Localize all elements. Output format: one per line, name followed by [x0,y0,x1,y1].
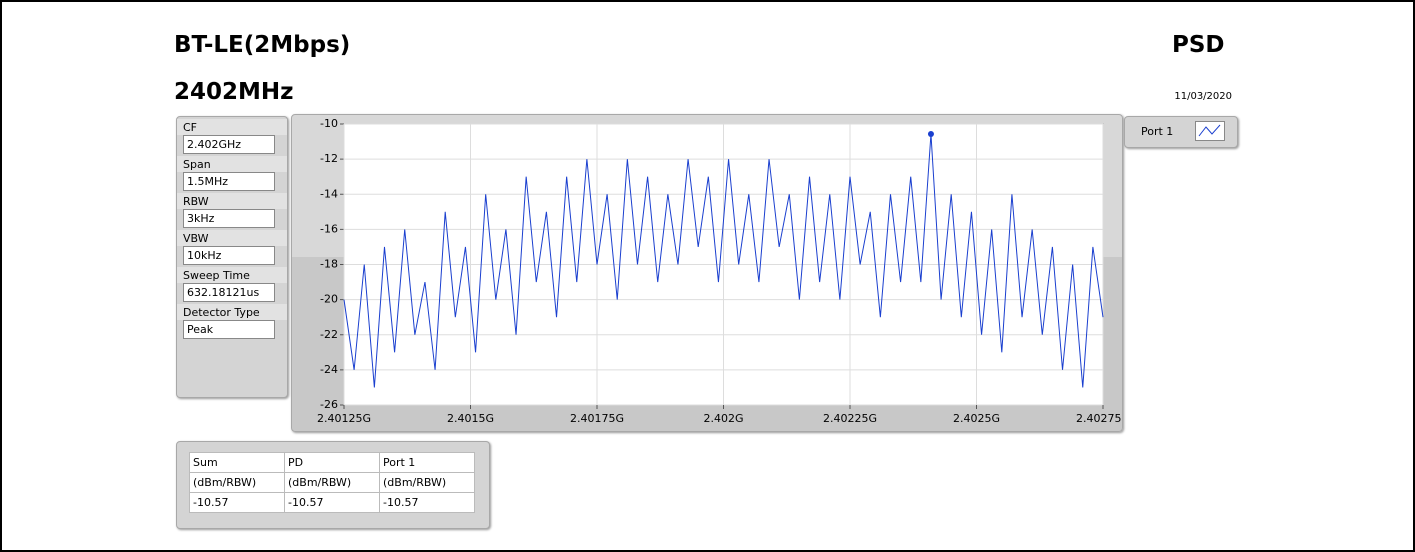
y-tick-label: -26 [320,398,338,411]
legend-icon [1195,121,1225,141]
table-cell: PD [284,452,380,473]
title: BT-LE(2Mbps) [174,32,351,58]
setting-value: 10kHz [183,246,275,265]
table-cell: -10.57 [379,492,475,513]
table-cell: (dBm/RBW) [379,472,475,493]
setting-label: Sweep Time [177,267,287,283]
table-cell: Sum [189,452,285,473]
x-tick-label: 2.40175G [570,412,624,425]
date: 11/03/2020 [1174,91,1232,102]
y-tick-label: -22 [320,328,338,341]
chart: -26 -24 -22 -20 -18 -16 -14 -12 -10 2.40125G 2.401… [317,117,1130,425]
chart-frame: -26 -24 -22 -20 -18 -16 -14 -12 -10 2.40125G 2.401… [291,114,1130,432]
x-tick-label: 2.4015G [447,412,494,425]
results-panel: Sum PD Port 1 (dBm/RBW) (dBm/RBW) (dBm/RBW) -1… [176,441,490,529]
x-tick-label: 2.40275G [1076,412,1122,425]
mode: PSD [1172,32,1225,58]
table-cell: -10.57 [189,492,285,513]
x-tick-label: 2.40125G [317,412,371,425]
y-tick-label: -14 [320,187,338,200]
table-row: Sum PD Port 1 [189,452,475,473]
y-tick-label: -12 [320,152,338,165]
peak-marker [927,131,934,138]
legend: Port 1 [1124,116,1238,148]
setting-label: Span [177,156,287,172]
x-tick-label: 2.4025G [953,412,1000,425]
settings-panel: CF 2.402GHz Span 1.5MHz RBW 3kHz VBW 10kHz Sweep… [176,116,288,398]
setting-value: Peak [183,320,275,339]
trace [343,133,1104,388]
subtitle: 2402MHz [174,79,294,105]
setting-label: Detector Type [177,304,287,320]
y-tick-label: -10 [320,117,338,130]
y-tick-label: -18 [320,258,338,271]
table-row: (dBm/RBW) (dBm/RBW) (dBm/RBW) [189,472,475,493]
table-cell: Port 1 [379,452,475,473]
setting-value: 632.18121us [183,283,275,302]
table-cell: (dBm/RBW) [284,472,380,493]
y-tick-label: -20 [320,293,338,306]
setting-value: 1.5MHz [183,172,275,191]
setting-value: 3kHz [183,209,275,228]
table-cell: (dBm/RBW) [189,472,285,493]
y-tick-label: -24 [320,363,338,376]
x-tick-label: 2.402G [703,412,743,425]
setting-value: 2.402GHz [183,135,275,154]
x-tick-label: 2.40225G [823,412,877,425]
setting-label: VBW [177,230,287,246]
y-tick-label: -16 [320,222,338,235]
legend-label: Port 1 [1141,125,1174,138]
table-row: -10.57 -10.57 -10.57 [189,492,475,513]
table-cell: -10.57 [284,492,380,513]
setting-label: RBW [177,193,287,209]
setting-label: CF [177,119,287,135]
results-table: Sum PD Port 1 (dBm/RBW) (dBm/RBW) (dBm/RBW) -1… [189,452,475,513]
